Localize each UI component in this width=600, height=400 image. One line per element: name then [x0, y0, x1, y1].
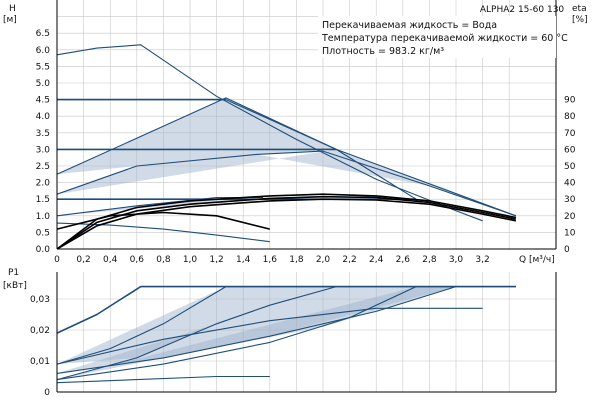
curve-efficiency [56, 193, 517, 250]
head-tick-label: 3.5 [36, 129, 50, 139]
head-tick-label: 6.5 [36, 29, 50, 39]
curve-efficiency [56, 195, 517, 250]
flow-tick-label: 3,0 [449, 255, 464, 265]
power-grid [56, 272, 556, 393]
flow-tick-label: 1,8 [289, 255, 304, 265]
power-operating-regions [57, 286, 456, 380]
flow-tick-label: 1,2 [209, 255, 223, 265]
efficiency-tick-label: 60 [564, 145, 576, 155]
efficiency-axis-unit: [%] [572, 15, 588, 25]
head-tick-label: 3.0 [36, 145, 51, 155]
flow-tick-label: 1,6 [263, 255, 278, 265]
flow-tick-label: 0,6 [130, 255, 145, 265]
curve-const-pressure [57, 99, 417, 200]
efficiency-tick-label: 80 [564, 112, 576, 122]
head-tick-label: 1.5 [36, 195, 50, 205]
efficiency-tick-label: 0 [564, 245, 570, 255]
curve-power-prop-3 [56, 286, 516, 365]
flow-tick-label: 0,2 [76, 255, 90, 265]
head-curve-panel: 0.0 0.5 1.0 1.5 2.0 2.5 3.0 3.5 4.0 4.5 5.0 5.5 6.0 6… [3, 0, 588, 265]
power-tick-labels: 0 0,01 0,02 0,03 [30, 295, 50, 398]
flow-tick-label: 2,8 [422, 255, 437, 265]
curve-prop-pressure-3 [56, 97, 517, 217]
fluid-info-box [318, 16, 556, 58]
power-curves [56, 285, 516, 384]
flow-tick-label: 0,4 [103, 255, 118, 265]
curve-prop-pressure-2 [56, 150, 517, 217]
curve-power-const [56, 286, 337, 381]
fluid-info-line: Перекачиваемая жидкость = Вода [322, 20, 497, 31]
flow-tick-label: 2,2 [342, 255, 356, 265]
efficiency-tick-label: 90 [564, 96, 576, 106]
head-tick-label: 5.0 [36, 79, 51, 89]
curve-power-min [56, 375, 270, 384]
power-axis-label: P1 [8, 268, 19, 278]
head-tick-label: 0.5 [36, 228, 50, 238]
flow-tick-label: 2,6 [396, 255, 411, 265]
head-tick-label: 4.0 [36, 112, 51, 122]
power-region [57, 286, 456, 374]
head-tick-label: 2.0 [36, 179, 51, 189]
head-tick-label: 0.0 [36, 245, 51, 255]
head-curves [56, 44, 517, 250]
curve-power-prop-2 [56, 286, 457, 374]
head-tick-label: 2.5 [36, 162, 50, 172]
curve-efficiency [56, 211, 270, 230]
fluid-info-line: Температура перекачиваемой жидкости = 60… [321, 33, 568, 44]
power-region [57, 286, 456, 380]
fluid-info-line: Плотность = 983.2 кг/м³ [322, 46, 444, 57]
flow-tick-label: 0,8 [156, 255, 171, 265]
power-tick-label: 0,02 [30, 326, 50, 336]
efficiency-tick-label: 40 [564, 179, 576, 189]
head-axis-label: H [9, 4, 16, 14]
head-tick-label: 6.0 [36, 46, 51, 56]
power-curve-panel: 0 0,01 0,02 0,03 P1 [кВт] [3, 268, 557, 398]
power-axis-unit: [кВт] [3, 281, 27, 291]
flow-tick-label: 0 [54, 255, 60, 265]
power-tick-label: 0 [44, 388, 50, 398]
efficiency-tick-label: 10 [564, 228, 576, 238]
efficiency-tick-label: 30 [564, 195, 576, 205]
efficiency-tick-label: 50 [564, 162, 576, 172]
flow-tick-label: 1,4 [236, 255, 251, 265]
flow-tick-label: 2,4 [369, 255, 384, 265]
efficiency-tick-label: 70 [564, 129, 576, 139]
operating-region [57, 149, 516, 216]
power-axes [56, 272, 557, 393]
head-tick-label: 4.5 [36, 96, 50, 106]
curve-efficiency [56, 198, 517, 250]
curve-power-mid [56, 307, 483, 365]
head-tick-label: 1.0 [36, 212, 51, 222]
power-tick-label: 0,03 [30, 295, 50, 305]
flow-axis-label: Q [м³/ч] [519, 255, 555, 265]
flow-tick-label: 3,2 [475, 255, 489, 265]
chart-title: ALPHA2 15-60 130 [480, 5, 565, 15]
head-tick-label: 5.5 [36, 62, 50, 72]
head-axis-unit: [м] [3, 15, 17, 25]
power-tick-label: 0,01 [30, 357, 50, 367]
curve-power-prop-1 [56, 286, 417, 381]
flow-tick-label: 2,0 [316, 255, 331, 265]
efficiency-axis-label: eta [572, 4, 587, 14]
flow-tick-label: 1,0 [183, 255, 198, 265]
efficiency-tick-label: 20 [564, 212, 576, 222]
head-tick-labels: 0.0 0.5 1.0 1.5 2.0 2.5 3.0 3.5 4.0 4.5 5.0 5.5 6.0 6… [36, 29, 576, 265]
